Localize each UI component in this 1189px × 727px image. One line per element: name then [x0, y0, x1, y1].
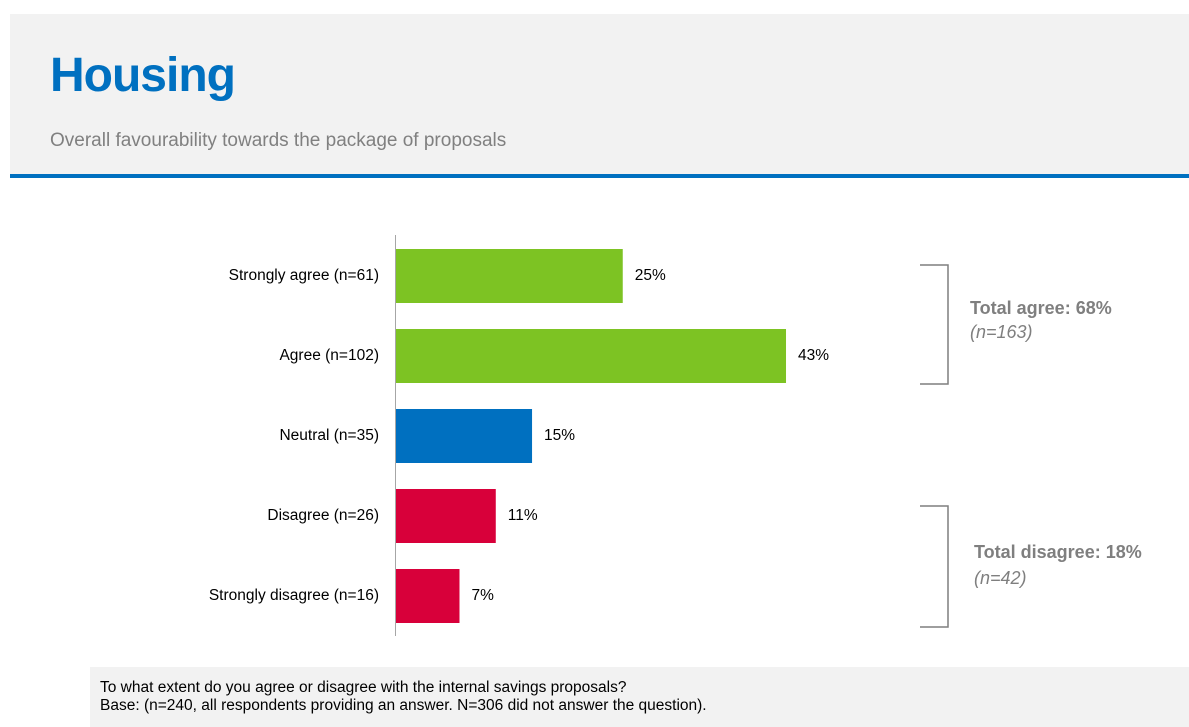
category-label-2: Agree (n=102) — [279, 347, 379, 364]
page-title: Housing — [50, 49, 236, 102]
total-agree-label: Total agree: 68% — [970, 298, 1112, 318]
bar-5 — [396, 569, 460, 623]
disagree-bracket — [920, 505, 949, 628]
category-label-3: Neutral (n=35) — [279, 427, 379, 444]
agree-bracket — [920, 264, 949, 385]
total-disagree-label: Total disagree: 18% — [974, 542, 1142, 562]
bar-2 — [396, 329, 787, 383]
value-label-1: 25% — [635, 267, 666, 284]
bar-4 — [396, 489, 496, 543]
category-label-5: Strongly disagree (n=16) — [209, 587, 379, 604]
bar-1 — [396, 249, 623, 303]
header-band — [10, 14, 1189, 174]
value-label-5: 7% — [471, 587, 494, 604]
footnote-band — [90, 667, 1189, 727]
bar-3 — [396, 409, 533, 463]
page-subtitle: Overall favourability towards the packag… — [50, 130, 507, 151]
header-divider — [10, 174, 1189, 178]
base-text: Base: (n=240, all respondents providing … — [100, 697, 707, 714]
question-text: To what extent do you agree or disagree … — [100, 679, 627, 696]
category-label-1: Strongly agree (n=61) — [229, 267, 379, 284]
category-label-4: Disagree (n=26) — [267, 507, 379, 524]
bars-group: Strongly agree (n=61) 25% Agree (n=102) 43%… — [209, 249, 829, 623]
value-label-4: 11% — [508, 507, 538, 524]
total-disagree-count: (n=42) — [974, 568, 1027, 588]
value-label-2: 43% — [798, 347, 829, 364]
total-agree-count: (n=163) — [970, 322, 1033, 342]
value-label-3: 15% — [544, 427, 575, 444]
